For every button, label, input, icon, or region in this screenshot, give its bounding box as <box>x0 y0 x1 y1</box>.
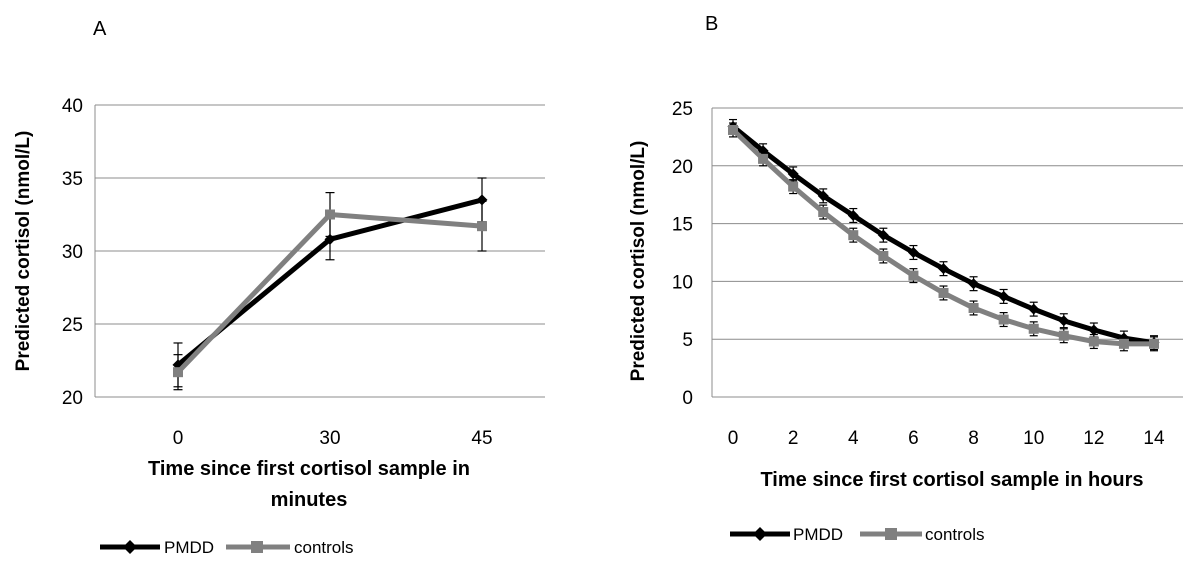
data-point-pmdd <box>476 194 488 206</box>
data-point-controls <box>1118 338 1129 349</box>
series-line-controls <box>731 128 1154 347</box>
panel-b-series <box>727 118 1160 352</box>
panel-a-series <box>172 177 488 391</box>
y-tick-label: 35 <box>62 169 83 190</box>
data-point-pmdd <box>1088 324 1100 336</box>
data-point-pmdd <box>938 263 949 275</box>
x-tick-label: 10 <box>1023 428 1044 449</box>
x-tick-label: 0 <box>728 428 739 449</box>
legend-pmdd-diamond-marker <box>753 527 767 541</box>
x-tick-label: 8 <box>968 428 979 449</box>
data-point-controls <box>818 207 829 218</box>
y-tick-label: 25 <box>672 99 693 120</box>
data-point-controls <box>788 181 799 192</box>
data-point-pmdd <box>998 290 1010 302</box>
x-tick-label: 30 <box>319 428 340 449</box>
data-point-controls <box>968 302 979 313</box>
x-tick-label: 6 <box>908 428 919 449</box>
data-point-pmdd <box>968 278 980 290</box>
panel-a-x-axis-label-line-2: minutes <box>271 489 348 511</box>
data-point-controls <box>325 209 335 220</box>
data-point-pmdd <box>1058 315 1070 327</box>
legend-controls-label: controls <box>925 525 985 544</box>
y-tick-label: 20 <box>672 157 693 178</box>
data-point-controls <box>477 221 487 232</box>
panel-a-legend: PMDD controls <box>100 538 354 557</box>
x-tick-label: 4 <box>848 428 859 449</box>
panel-b-letter: B <box>705 13 718 35</box>
legend-pmdd-label: PMDD <box>164 538 214 557</box>
data-point-pmdd <box>817 190 829 202</box>
x-tick-label: 2 <box>788 428 799 449</box>
series-line-pmdd <box>731 124 1155 346</box>
x-tick-label: 12 <box>1083 428 1104 449</box>
panel-b-y-axis-label: Predicted cortisol (nmol/L) <box>628 141 649 382</box>
legend-controls-label: controls <box>294 538 354 557</box>
y-tick-label: 30 <box>62 242 83 263</box>
legend-pmdd-diamond-marker <box>123 540 137 554</box>
data-point-controls <box>758 153 769 164</box>
panel-b-gridlines <box>712 107 1183 340</box>
data-point-controls <box>1149 338 1159 349</box>
data-point-pmdd <box>907 247 919 258</box>
legend-controls-square-marker <box>885 528 897 540</box>
panel-a-gridlines <box>95 104 545 325</box>
panel-a-axes <box>94 105 545 398</box>
y-tick-label: 0 <box>682 388 693 409</box>
x-tick-label: 45 <box>471 428 492 449</box>
y-tick-label: 40 <box>62 96 83 117</box>
legend-pmdd-label: PMDD <box>793 525 843 544</box>
data-point-controls <box>728 124 738 135</box>
panel-a-y-tick-labels: 20 25 30 35 40 <box>62 96 83 409</box>
data-point-controls <box>878 250 889 261</box>
panel-b: B 0 5 10 15 20 25 0 2 4 6 8 10 12 14 Predicted corti… <box>628 13 1183 544</box>
data-point-controls <box>848 230 859 241</box>
panel-b-legend: PMDD controls <box>730 525 985 544</box>
data-point-controls <box>998 314 1009 325</box>
y-tick-label: 25 <box>62 315 83 336</box>
data-point-controls <box>1028 323 1039 334</box>
data-point-controls <box>938 287 949 298</box>
data-point-controls <box>1088 336 1099 347</box>
panel-a-y-axis-label: Predicted cortisol (nmol/L) <box>13 131 34 372</box>
panel-b-x-axis-label: Time since first cortisol sample in hour… <box>760 469 1143 491</box>
legend-controls-square-marker <box>251 541 263 553</box>
panel-a: A 20 25 30 35 40 0 30 45 Predicted cortisol (n… <box>13 18 545 557</box>
panel-a-x-axis-label-line-1: Time since first cortisol sample in <box>148 458 470 480</box>
data-point-pmdd <box>877 229 889 241</box>
data-point-pmdd <box>847 210 859 222</box>
x-tick-label: 14 <box>1143 428 1165 449</box>
panel-a-x-tick-labels: 0 30 45 <box>173 428 493 449</box>
data-point-pmdd <box>787 168 799 180</box>
y-tick-label: 20 <box>62 388 83 409</box>
panel-a-letter: A <box>93 18 107 40</box>
panel-b-axes <box>711 108 1183 398</box>
panel-b-x-tick-labels: 0 2 4 6 8 10 12 14 <box>728 428 1165 449</box>
x-tick-label: 0 <box>173 428 184 449</box>
data-point-controls <box>173 367 183 378</box>
data-point-controls <box>908 270 919 281</box>
panel-b-y-tick-labels: 0 5 10 15 20 25 <box>672 99 693 409</box>
y-tick-label: 5 <box>682 330 693 351</box>
y-tick-label: 15 <box>672 215 693 236</box>
data-point-controls <box>1058 330 1069 341</box>
data-point-pmdd <box>1028 303 1040 315</box>
y-tick-label: 10 <box>672 272 693 293</box>
